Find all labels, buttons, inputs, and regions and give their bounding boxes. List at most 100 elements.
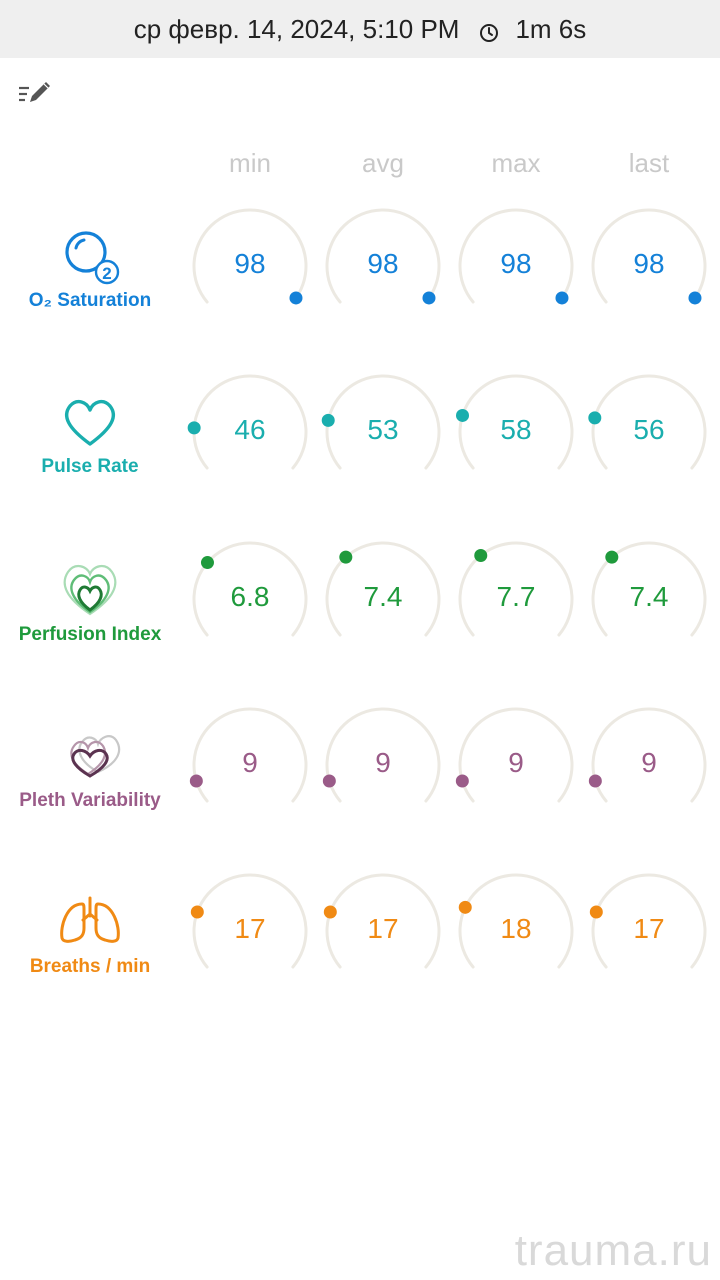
gauge-dial [458,208,574,305]
gauge-dial [321,374,441,470]
gauge-value: 58 [500,414,532,445]
gauge-min: 9 [185,703,315,823]
gauge-track [325,374,441,470]
gauge-indicator-dot [455,774,469,788]
duration-text: 1m 6s [515,13,587,44]
gauge-track [591,707,707,803]
metric-label: O₂ Saturation [28,290,152,311]
gauge-dial [455,707,574,803]
gauge-value: 6.8 [230,581,270,612]
gauge-indicator-dot [339,550,353,564]
lungs-icon [57,894,123,954]
heart-icon [60,394,120,454]
gauge-value: 7.7 [496,581,536,612]
gauge-max: 58 [451,370,581,490]
gauge-value: 98 [633,248,665,279]
gauge-last: 17 [584,869,714,989]
gauge-indicator-dot [474,548,488,562]
watermark: trauma.ru [514,1226,712,1275]
gauge-max: 7.7 [451,537,581,657]
gauge-indicator-dot [322,774,336,788]
metric-row-o2-saturation: 2 O₂ Saturation [0,200,720,366]
gauge-last: 56 [584,370,714,490]
clock-icon [479,19,499,42]
perfusion-hearts-icon [60,560,120,620]
gauge-dial [458,541,574,637]
gauge-indicator-dot [422,291,436,305]
gauge-value: 17 [633,913,665,944]
gauge-value: 46 [234,414,266,445]
metric-row-pulse-rate: Pulse Rate [0,366,720,532]
gauge-dial [588,374,707,470]
gauge-track [458,873,574,969]
gauge-max: 18 [451,869,581,989]
gauge-track [458,374,574,470]
gauge-indicator-dot [688,291,702,305]
gauge-indicator-dot [323,905,337,919]
gauge-value: 98 [367,248,399,279]
gauge-avg: 17 [318,869,448,989]
gauge-avg: 53 [318,370,448,490]
gauge-track [325,707,441,803]
gauge-track [591,873,707,969]
gauge-min: 6.8 [185,537,315,657]
metric-label: Perfusion Index [18,624,162,645]
gauge-track [591,374,707,470]
gauge-value: 56 [633,414,665,445]
gauge-dial [458,873,574,969]
gauge-dial [325,208,441,305]
gauge-dial [325,541,441,637]
gauge-value: 53 [367,414,399,445]
gauge-value: 9 [508,747,524,778]
gauge-last: 9 [584,703,714,823]
gauge-indicator-dot [289,291,303,305]
gauge-dial [187,374,308,470]
column-header-last: last [628,148,670,178]
metric-label: Pulse Rate [41,456,139,477]
gauge-avg: 9 [318,703,448,823]
gauge-dial [190,873,308,969]
metric-row-breaths: Breaths / min [0,864,720,1030]
gauge-last: 7.4 [584,537,714,657]
gauge-dial [322,707,441,803]
gauge-avg: 7.4 [318,537,448,657]
gauge-indicator-dot [589,905,603,919]
gauge-last: 98 [584,204,714,324]
gauge-track [458,208,574,304]
gauge-track [325,208,441,304]
gauge-dial [588,707,707,803]
gauge-dial [192,541,308,637]
gauge-indicator-dot [200,556,214,570]
gauge-min: 17 [185,869,315,989]
gauge-dial [589,873,707,969]
gauge-indicator-dot [555,291,569,305]
gauge-track [192,208,308,304]
column-header-max: max [491,148,541,178]
gauge-dial [591,541,707,637]
metric-label: Pleth Variability [19,790,161,811]
gauge-dial [591,208,707,305]
toolbar [0,58,720,128]
gauge-indicator-dot [458,900,472,914]
gauge-track [325,541,441,637]
pleth-variability-icon [58,724,124,784]
datetime-text: ср февр. 14, 2024, 5:10 PM [133,13,460,44]
gauge-dial [192,208,308,305]
gauge-indicator-dot [456,408,470,422]
gauge-max: 98 [451,204,581,324]
gauge-indicator-dot [588,774,602,788]
gauge-track [192,707,308,803]
edit-list-icon[interactable] [16,78,56,110]
gauge-value: 17 [367,913,399,944]
gauge-avg: 98 [318,204,448,324]
metric-row-perfusion-index: Perfusion Index [0,532,720,698]
gauge-dial [323,873,441,969]
gauge-track [458,541,574,637]
gauge-value: 9 [242,747,258,778]
gauge-track [591,541,707,637]
gauge-value: 18 [500,913,532,944]
metric-row-pleth-variability: Pleth Variability [0,698,720,864]
gauge-indicator-dot [187,421,201,435]
gauge-indicator-dot [605,550,619,564]
gauge-indicator-dot [189,774,203,788]
